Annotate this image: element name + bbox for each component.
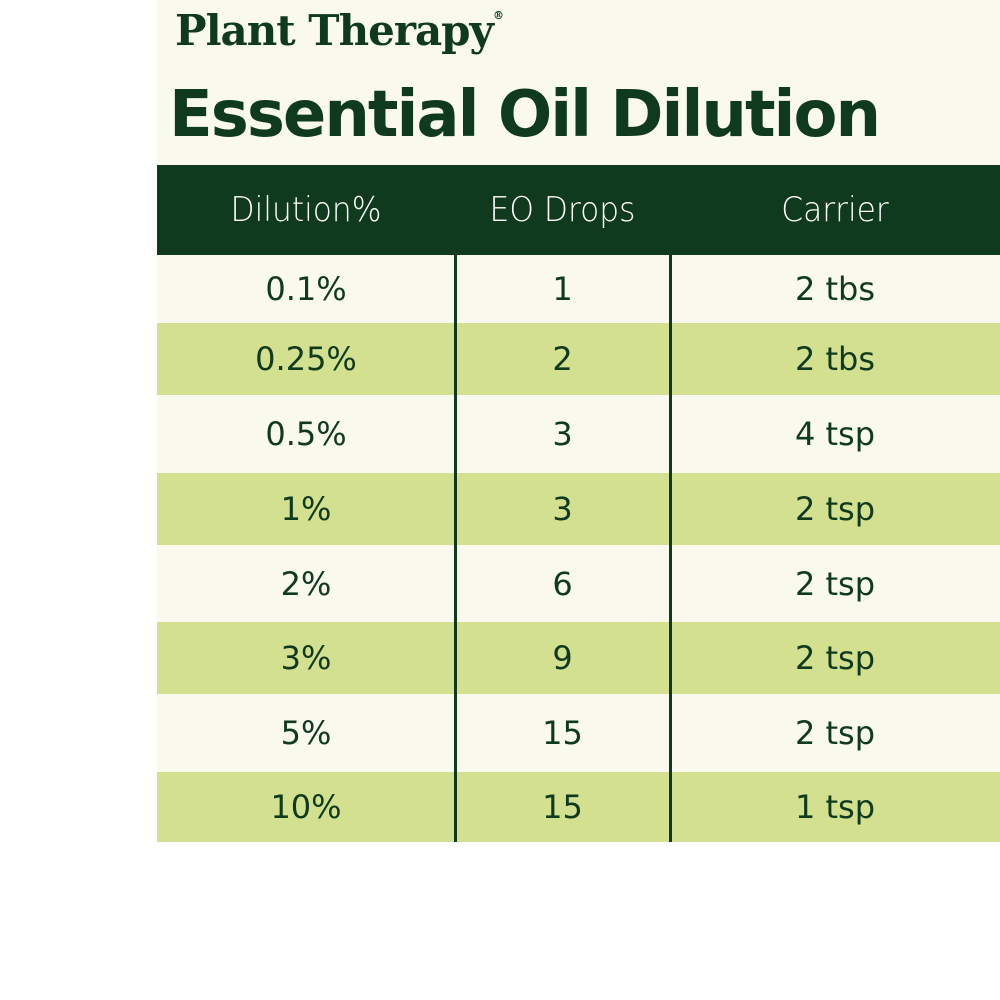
- table-cell: 5%: [280, 714, 332, 752]
- table-cell: 1 tsp: [794, 788, 876, 826]
- table-cell: 10%: [270, 788, 342, 826]
- table-row: 1% 3 2 tsp: [157, 473, 1000, 545]
- brand-name: Plant Therapy: [175, 6, 494, 55]
- table-cell: 0.25%: [255, 340, 357, 378]
- table-cell: 3: [552, 490, 573, 528]
- table-row: 5% 15 2 tsp: [157, 694, 1000, 772]
- column-header: Dilution%: [230, 190, 382, 230]
- column-divider: [669, 255, 672, 842]
- brand-mark: ®: [492, 9, 504, 22]
- table-cell: 2 tbs: [794, 270, 876, 308]
- table-cell: 15: [542, 714, 583, 752]
- table-cell: 15: [542, 788, 583, 826]
- column-header: Carrier: [781, 190, 889, 230]
- table-cell: 2 tsp: [794, 639, 876, 677]
- table-cell: 2 tsp: [794, 564, 876, 603]
- table-row: 0.25% 2 2 tbs: [157, 323, 1000, 395]
- table-cell: 4 tsp: [794, 415, 876, 453]
- table-cell: 0.5%: [265, 415, 347, 453]
- table-cell: 3: [552, 415, 573, 453]
- table-row: 0.5% 3 4 tsp: [157, 395, 1000, 473]
- table-cell: 2%: [280, 564, 332, 603]
- table-cell: 0.1%: [265, 270, 347, 308]
- table-cell: 9: [552, 639, 573, 677]
- brand: Plant Therapy®: [175, 6, 504, 55]
- table-header: Dilution% EO Drops Carrier: [157, 165, 1000, 255]
- table-row: 3% 9 2 tsp: [157, 622, 1000, 694]
- table-row: 2% 6 2 tsp: [157, 545, 1000, 622]
- table-cell: 2: [552, 340, 573, 378]
- panel: Plant Therapy® Essential Oil Dilution Di…: [157, 0, 1000, 842]
- table-cell: 2 tbs: [794, 340, 876, 378]
- table-cell: 1: [552, 270, 573, 308]
- title: Essential Oil Dilution: [169, 78, 881, 152]
- table-cell: 2 tsp: [794, 714, 876, 752]
- table-cell: 1%: [280, 490, 332, 528]
- table-row: 0.1% 1 2 tbs: [157, 255, 1000, 323]
- table-cell: 6: [552, 564, 573, 603]
- table-row: 10% 15 1 tsp: [157, 772, 1000, 842]
- column-header: EO Drops: [489, 190, 636, 230]
- column-divider: [454, 255, 457, 842]
- table-cell: 3%: [280, 639, 332, 677]
- table-cell: 2 tsp: [794, 490, 876, 528]
